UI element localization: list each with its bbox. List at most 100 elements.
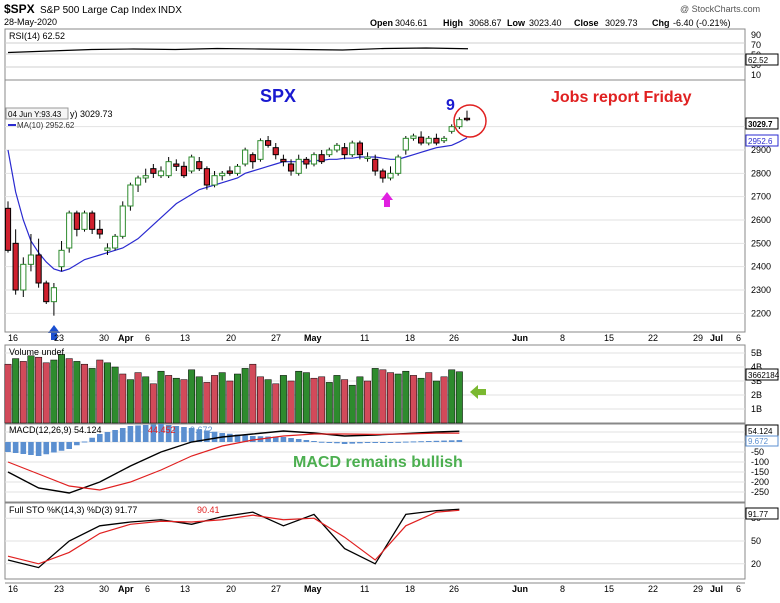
high-label: High — [443, 18, 463, 28]
volume-bar — [81, 363, 88, 424]
candle-body — [226, 170, 233, 174]
volume-bar — [410, 375, 417, 424]
volume-bar — [402, 370, 410, 424]
candle-body — [173, 163, 180, 167]
macd-histogram-bar — [89, 437, 95, 442]
macd-histogram-bar — [74, 442, 80, 446]
y-tick-label: 5B — [751, 348, 762, 358]
candle-body — [249, 154, 256, 163]
x-tick-label: 13 — [180, 584, 190, 594]
candle-body — [12, 242, 19, 291]
macd-histogram-bar — [387, 442, 394, 443]
macd-histogram-bar — [303, 440, 310, 442]
y-tick-label: 2300 — [751, 285, 771, 295]
macd-histogram-bar — [112, 430, 118, 442]
hist-legend: 9.672 — [190, 425, 213, 435]
x-tick-label: 29 — [693, 333, 703, 343]
macd-histogram-bar — [265, 436, 271, 442]
volume-legend: Volume undef — [9, 347, 65, 357]
candle-body — [318, 154, 325, 163]
candle-body — [219, 172, 226, 177]
sto-last-box — [745, 507, 779, 520]
macd-histogram-bar — [448, 440, 455, 442]
volume-bar — [448, 369, 456, 424]
open-value: 3046.61 — [395, 18, 428, 28]
x-axis-top: 16 23 30 Apr 6 13 20 27 May 11 18 26 Jun 8 15 22 29 Jul 6 — [5, 331, 745, 343]
macd-histogram-bar — [311, 441, 317, 442]
volume-bar — [35, 356, 43, 424]
x-tick-label: 23 — [54, 584, 64, 594]
price-frame — [4, 79, 746, 333]
macd-histogram-bar — [142, 425, 149, 442]
sto-last-value: 91.77 — [748, 510, 769, 519]
macd-histogram-bar — [334, 442, 340, 444]
macd-histogram-bar — [364, 442, 371, 443]
volume-bar — [432, 380, 440, 424]
macd-histogram-bar — [188, 428, 195, 442]
volume-bar — [302, 372, 310, 424]
macd-histogram-bar — [295, 439, 302, 442]
hist-last-box — [745, 435, 779, 447]
y-tick-label: 2800 — [751, 168, 771, 178]
volume-bar — [134, 372, 142, 424]
candle-body — [333, 144, 341, 151]
macd-histogram-bar — [165, 425, 172, 442]
y-tick-label: 2200 — [751, 308, 771, 318]
candle-body — [119, 205, 126, 237]
y-tick-label: 2900 — [751, 145, 771, 155]
y-tick-label: 20 — [751, 559, 761, 569]
candle-body — [433, 137, 440, 144]
volume-bar — [249, 363, 257, 424]
macd-histogram-bar — [28, 442, 34, 455]
macd-panel: 500-50-100-150-200-250 MACD(12,26,9) 54.… — [4, 423, 779, 503]
candle-body — [326, 149, 333, 156]
candle-body — [463, 117, 471, 121]
macd-histogram-bar — [12, 442, 19, 453]
candle-body — [89, 212, 96, 230]
rsi-last-value: 62.52 — [748, 56, 769, 65]
y-tick-label: -200 — [751, 477, 769, 487]
candle-body — [448, 126, 455, 132]
y-tick-label: -150 — [751, 467, 769, 477]
candle-body — [257, 140, 264, 160]
candle-body — [180, 165, 188, 177]
volume-bar — [356, 376, 364, 424]
macd-histogram-bar — [119, 428, 126, 442]
macd-histogram-bar — [456, 440, 463, 442]
ma-line — [7, 137, 468, 272]
candle-body — [234, 165, 241, 174]
chg-value: -6.40 (-0.21%) — [673, 18, 731, 28]
exchange: INDX — [158, 5, 182, 16]
volume-bar — [42, 362, 50, 424]
candle-body — [242, 149, 249, 165]
macd-histogram-bar — [51, 442, 57, 453]
macd-histogram-bar — [181, 427, 187, 442]
candle-body — [196, 161, 203, 170]
x-tick-label: 18 — [405, 333, 415, 343]
volume-bar — [241, 368, 249, 424]
volume-bar — [264, 379, 272, 424]
volume-bar — [165, 375, 173, 424]
volume-bar — [188, 369, 196, 424]
volume-last-value: 3662184 — [748, 371, 780, 380]
volume-bar — [126, 379, 134, 424]
x-tick-label: Jul — [710, 584, 723, 594]
volume-bar — [65, 358, 73, 424]
close-value: 3029.73 — [605, 18, 638, 28]
candle-body — [364, 156, 371, 159]
candle-body — [157, 170, 165, 177]
header: $SPX S&P 500 Large Cap Index INDX 28-May… — [4, 2, 760, 28]
volume-bar — [417, 377, 425, 424]
candle-body — [425, 137, 432, 144]
x-tick-label: 26 — [449, 333, 459, 343]
x-tick-label: 13 — [180, 333, 190, 343]
macd-histogram-bar — [410, 441, 417, 443]
high-value: 3068.67 — [469, 18, 502, 28]
macd-histogram-bar — [196, 429, 203, 442]
volume-bar — [58, 354, 65, 424]
candle-body — [104, 247, 111, 251]
macd-histogram-bar — [20, 442, 27, 454]
x-tick-label: 27 — [271, 584, 281, 594]
volume-bar — [172, 377, 180, 424]
x-tick-label: 26 — [449, 584, 459, 594]
